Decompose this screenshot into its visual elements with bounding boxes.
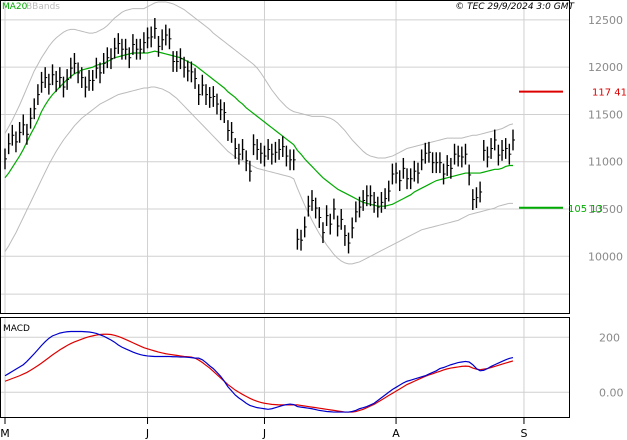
price-tick-label: 12000 — [588, 61, 623, 74]
price-y-axis: 12500 12000 11500 11000 10500 10000 — [588, 14, 623, 263]
price-tick-label: 10000 — [588, 250, 623, 263]
month-label: J — [145, 427, 149, 440]
bollinger-bands — [4, 1, 514, 265]
bbands-lower-line — [4, 86, 513, 265]
price-tick-label: 11500 — [588, 108, 623, 121]
x-axis: MJJASO — [0, 417, 527, 440]
resistance-label: 117 41 — [592, 88, 627, 99]
price-tick-label: 11000 — [588, 156, 623, 169]
month-label: A — [392, 427, 400, 440]
macd-panel-title: MACD — [3, 324, 30, 334]
price-bars — [4, 18, 515, 254]
ma20-legend-label: MA20 — [2, 2, 28, 12]
macd-signal-line — [4, 333, 514, 413]
price-tick-label: 12500 — [588, 14, 623, 27]
bbands-legend-label: BBands — [26, 2, 60, 12]
ma20-line — [4, 50, 513, 207]
macd-tick-label: 0.00 — [599, 386, 624, 399]
price-gridlines — [1, 1, 569, 313]
macd-line — [4, 330, 514, 413]
price-tick-label: 10500 — [588, 203, 623, 216]
support-resistance: 117 41 105 13 — [519, 88, 627, 215]
support-label: 105 13 — [568, 204, 603, 215]
month-label: M — [0, 427, 10, 440]
macd-y-axis: 200 0.00 — [599, 331, 624, 399]
price-panel-frame — [0, 0, 570, 314]
ma20-layer — [4, 50, 513, 207]
timestamp-label: © TEC 29/9/2024 3:0 GMT — [455, 2, 575, 12]
month-label: S — [520, 427, 527, 440]
macd-panel-frame — [0, 317, 570, 418]
month-label: J — [262, 427, 266, 440]
macd-lines — [4, 330, 514, 413]
macd-tick-label: 200 — [599, 331, 620, 344]
macd-gridlines — [1, 318, 569, 417]
